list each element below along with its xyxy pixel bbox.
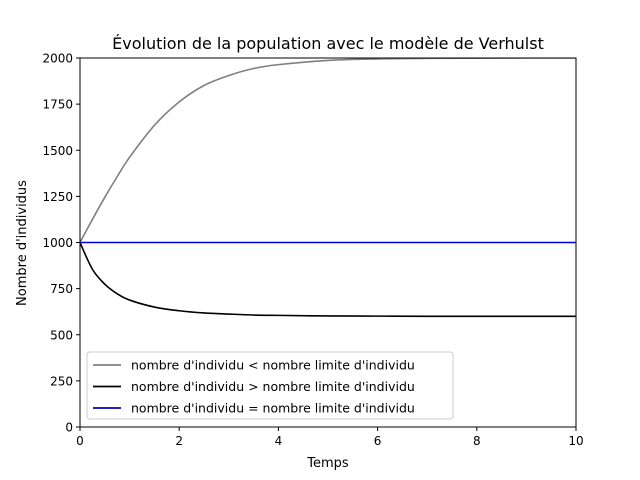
x-axis-label: Temps — [306, 456, 349, 471]
y-tick-label: 2000 — [42, 52, 73, 66]
x-tick-label: 8 — [473, 434, 481, 448]
legend-label: nombre d'individu > nombre limite d'indi… — [131, 379, 415, 394]
y-tick-label: 1500 — [42, 144, 73, 158]
x-tick-label: 2 — [175, 434, 183, 448]
chart-title: Évolution de la population avec le modèl… — [112, 34, 544, 53]
y-tick-label: 0 — [65, 421, 73, 435]
legend-label: nombre d'individu = nombre limite d'indi… — [131, 401, 415, 416]
y-axis: 0 250 500 750 1000 1250 1500 1750 2000 — [42, 52, 80, 435]
y-tick-label: 500 — [50, 328, 73, 342]
y-tick-label: 1750 — [42, 98, 73, 112]
x-tick-label: 0 — [76, 434, 84, 448]
x-tick-label: 10 — [568, 434, 583, 448]
y-tick-label: 750 — [50, 282, 73, 296]
legend-label: nombre d'individu < nombre limite d'indi… — [131, 358, 415, 373]
legend: nombre d'individu < nombre limite d'indi… — [86, 351, 454, 420]
x-tick-label: 6 — [374, 434, 382, 448]
series-line-2 — [80, 242, 576, 318]
x-axis: 0 2 4 6 8 10 — [76, 427, 584, 448]
y-tick-label: 1250 — [42, 190, 73, 204]
legend-box — [86, 351, 454, 420]
y-tick-label: 250 — [50, 374, 73, 388]
x-tick-label: 4 — [275, 434, 283, 448]
y-axis-label: Nombre d'individus — [15, 180, 30, 306]
y-tick-label: 1000 — [42, 236, 73, 250]
series-line-1 — [80, 58, 576, 243]
